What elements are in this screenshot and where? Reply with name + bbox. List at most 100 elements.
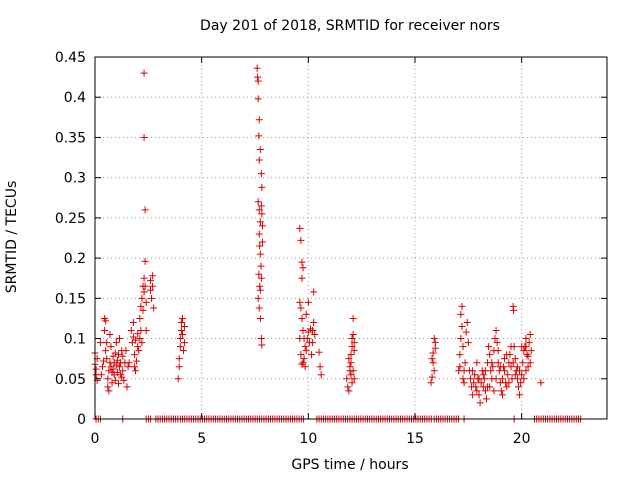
data-point xyxy=(497,387,505,395)
data-point xyxy=(501,367,509,375)
data-point xyxy=(102,347,110,355)
data-point xyxy=(255,304,263,312)
data-point xyxy=(140,69,148,77)
data-point xyxy=(501,355,509,363)
data-point xyxy=(174,375,182,383)
data-point xyxy=(256,218,264,226)
data-point xyxy=(505,379,513,387)
data-point xyxy=(473,359,481,367)
data-point xyxy=(524,363,532,371)
data-point xyxy=(459,375,467,383)
data-point xyxy=(302,310,310,318)
data-point xyxy=(255,270,263,278)
data-point xyxy=(111,349,119,357)
data-point xyxy=(523,351,531,359)
data-point xyxy=(256,250,264,258)
data-point xyxy=(308,351,316,359)
x-tick-label: 10 xyxy=(299,431,317,447)
data-point xyxy=(456,363,464,371)
data-point xyxy=(428,355,436,363)
data-point xyxy=(178,314,186,322)
data-point xyxy=(296,335,304,343)
data-point xyxy=(141,206,149,214)
data-point xyxy=(258,222,266,230)
data-point xyxy=(257,274,265,282)
data-point xyxy=(177,327,185,335)
data-point xyxy=(504,371,512,379)
data-point xyxy=(148,294,156,302)
data-point xyxy=(142,327,150,335)
data-point xyxy=(304,298,312,306)
y-tick-label: 0.35 xyxy=(55,130,86,146)
data-point xyxy=(522,343,530,351)
data-point xyxy=(132,336,140,344)
y-tick-label: 0.15 xyxy=(55,291,86,307)
y-tick-label: 0.05 xyxy=(55,372,86,388)
data-point xyxy=(429,359,437,367)
data-point xyxy=(254,95,262,103)
data-point xyxy=(427,379,435,387)
data-point xyxy=(119,367,127,375)
data-point xyxy=(457,310,465,318)
data-point xyxy=(254,198,262,206)
data-point xyxy=(175,355,183,363)
data-point xyxy=(526,359,534,367)
data-point xyxy=(526,331,534,339)
x-tick-label: 15 xyxy=(406,431,424,447)
data-point xyxy=(130,363,138,371)
data-point xyxy=(463,318,471,326)
data-point xyxy=(258,341,266,349)
data-point xyxy=(349,367,357,375)
data-point xyxy=(489,363,497,371)
data-point xyxy=(344,383,352,391)
chart-title: Day 201 of 2018, SRMTID for receiver nor… xyxy=(200,18,500,34)
data-point xyxy=(498,375,506,383)
data-point xyxy=(303,335,311,343)
data-point xyxy=(476,399,484,407)
data-point xyxy=(350,375,358,383)
data-points xyxy=(91,64,545,407)
data-point xyxy=(503,351,511,359)
y-tick-label: 0.45 xyxy=(55,50,86,66)
data-point xyxy=(459,343,467,351)
data-point xyxy=(482,395,490,403)
data-point xyxy=(350,347,358,355)
data-point xyxy=(486,351,494,359)
data-point xyxy=(519,359,527,367)
data-point xyxy=(176,343,184,351)
data-point xyxy=(253,64,261,72)
data-point xyxy=(350,339,358,347)
data-point xyxy=(107,343,115,351)
data-point xyxy=(181,322,189,330)
data-point xyxy=(129,318,137,326)
data-point xyxy=(116,363,124,371)
data-point xyxy=(537,379,545,387)
data-point xyxy=(309,339,317,347)
data-point xyxy=(258,183,266,191)
data-point xyxy=(348,335,356,343)
data-point xyxy=(130,351,138,359)
data-point xyxy=(525,339,533,347)
data-point xyxy=(112,361,120,369)
x-tick-label: 0 xyxy=(91,431,100,447)
data-point xyxy=(302,347,310,355)
data-point xyxy=(98,363,106,371)
data-point xyxy=(516,367,524,375)
data-point xyxy=(345,387,353,395)
data-point xyxy=(178,331,186,339)
data-point xyxy=(520,375,528,383)
plot-frame xyxy=(94,56,608,420)
data-point xyxy=(522,335,530,343)
data-point xyxy=(458,302,466,310)
data-point xyxy=(484,383,492,391)
data-point xyxy=(255,156,263,164)
data-point xyxy=(514,383,522,391)
data-point xyxy=(141,257,149,265)
data-point xyxy=(149,282,157,290)
data-point xyxy=(258,238,266,246)
data-point xyxy=(105,387,113,395)
data-point xyxy=(473,387,481,395)
y-tick-label: 0 xyxy=(77,412,86,428)
data-point xyxy=(298,314,306,322)
data-point xyxy=(297,304,305,312)
